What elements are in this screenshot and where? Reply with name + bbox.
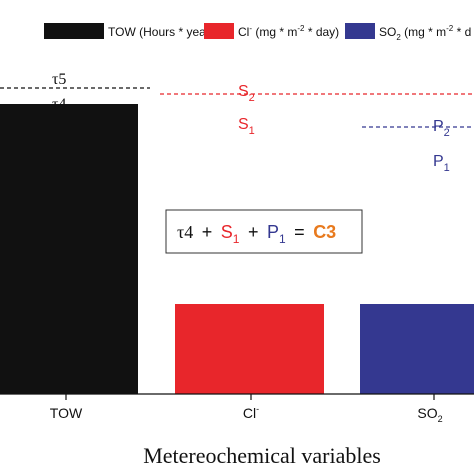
annotation-box	[165, 209, 363, 254]
legend-label-tow: TOW (Hours * year-1	[108, 24, 217, 39]
threshold-label-p1: P1	[433, 153, 450, 174]
threshold-label-p2: P2	[433, 118, 450, 139]
x-tick-label-cl: Cl-	[243, 404, 259, 421]
bar-tow	[0, 104, 138, 394]
threshold-label-tau5: τ5	[52, 71, 66, 88]
formula-annotation: τ4 + S1 + P1 = C3	[165, 209, 363, 254]
x-tick-label-so2: SO2	[417, 405, 442, 424]
legend-swatch-so2	[345, 23, 375, 39]
threshold-label-tau4: τ4	[52, 96, 66, 113]
threshold-label-s2: S2	[238, 83, 255, 104]
x-tick-label-tow: TOW	[50, 405, 83, 421]
bar-cl	[175, 304, 324, 394]
bar-so2	[360, 304, 474, 394]
x-axis-title: Metereochemical variables	[143, 443, 381, 468]
legend: TOW (Hours * year-1 Cl- (mg * m-2 * day)…	[44, 23, 471, 42]
annotation-formula: τ4 + S1 + P1 = C3	[177, 222, 336, 247]
legend-swatch-cl	[204, 23, 234, 39]
legend-swatch-tow	[44, 23, 104, 39]
legend-label-cl: Cl- (mg * m-2 * day)	[238, 24, 339, 39]
threshold-label-s1: S1	[238, 116, 255, 137]
legend-label-so2: SO2 (mg * m-2 * d	[379, 24, 471, 42]
